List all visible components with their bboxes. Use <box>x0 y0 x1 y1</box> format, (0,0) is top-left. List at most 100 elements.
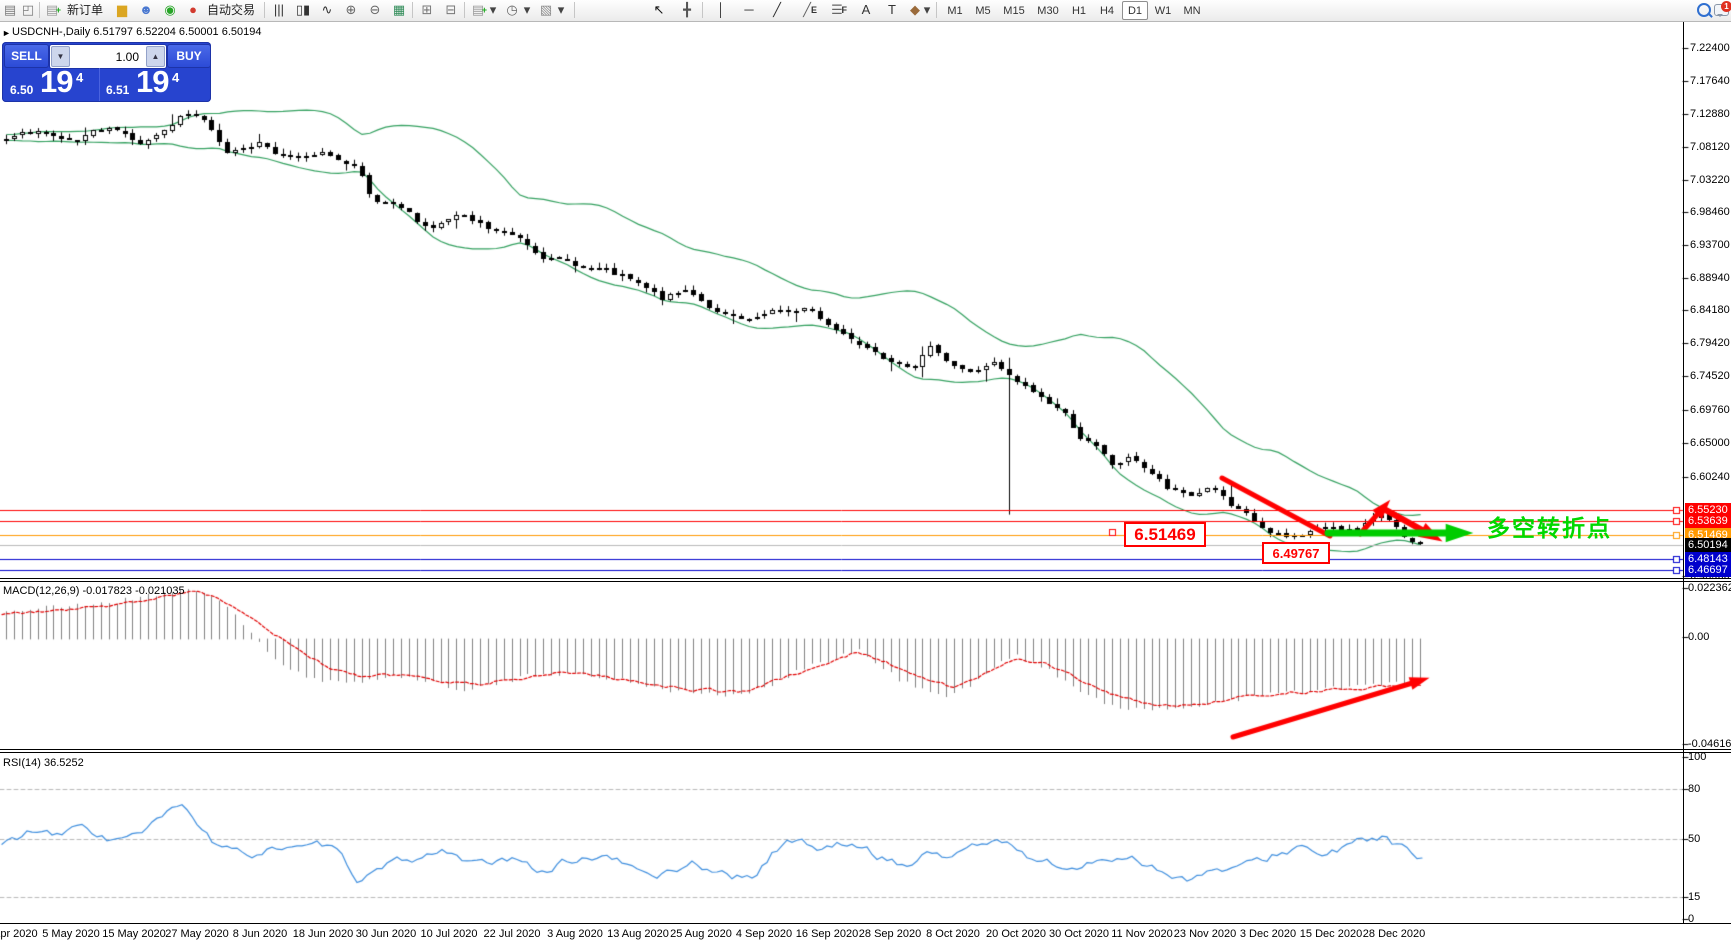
date-tick: 13 Aug 2020 <box>607 928 669 940</box>
arrows-caret-icon[interactable]: ▾ <box>923 2 931 17</box>
window-zoom-icon[interactable]: ◰ <box>21 2 35 17</box>
volume-stepper: ▼ 1.00 ▲ <box>49 44 167 69</box>
accounts-icon[interactable]: ☻ <box>139 2 153 17</box>
cascade-charts-icon[interactable]: ⊟ <box>445 2 457 17</box>
indicator-axis-tick: 100 <box>1688 751 1707 763</box>
tile-windows-icon[interactable]: ▦ <box>392 2 406 17</box>
periods-caret-icon[interactable]: ▾ <box>523 2 531 17</box>
sell-price-sup: 4 <box>76 70 84 85</box>
candlestick-chart-icon[interactable]: ▯▮ <box>295 2 311 17</box>
indicators-icon[interactable]: ▤ + <box>471 2 487 17</box>
price-line-label[interactable]: 6.50194 <box>1685 538 1731 552</box>
price-tick: 7.08120 <box>1690 141 1730 153</box>
price-annotation-box[interactable]: 6.49767 <box>1262 542 1330 564</box>
sell-button[interactable]: SELL <box>4 44 49 68</box>
price-tick: 7.22400 <box>1690 42 1730 54</box>
date-tick: 30 Oct 2020 <box>1049 928 1109 940</box>
notification-badge[interactable]: 1 <box>1721 1 1731 12</box>
text-label-icon[interactable]: T <box>888 2 896 17</box>
price-tick: 6.93700 <box>1690 239 1730 251</box>
volume-decrement-button[interactable]: ▼ <box>51 46 70 67</box>
sell-price-tile[interactable]: 6.50 19 4 <box>4 68 97 101</box>
price-tick: 7.17640 <box>1690 75 1730 87</box>
timeframe-button-d1[interactable]: D1 <box>1122 1 1148 20</box>
price-line-label[interactable]: 6.53639 <box>1685 514 1731 528</box>
templates-icon[interactable]: ▧ <box>539 2 553 17</box>
indicator-axis-tick: 80 <box>1688 783 1701 795</box>
volume-increment-button[interactable]: ▲ <box>146 46 165 67</box>
auto-trading-icon[interactable]: ● <box>189 2 197 17</box>
gold-icon[interactable]: ▆ <box>117 2 127 17</box>
date-tick: 23 Nov 2020 <box>1173 928 1237 940</box>
cursor-icon[interactable]: ↖ <box>653 2 665 17</box>
auto-trading-label[interactable]: 自动交易 <box>206 3 255 17</box>
price-annotation-box[interactable]: 6.51469 <box>1124 522 1206 547</box>
date-tick: 20 Oct 2020 <box>986 928 1046 940</box>
date-tick: 25 Aug 2020 <box>670 928 732 940</box>
date-tick: 3 Dec 2020 <box>1239 928 1297 940</box>
timeframe-button-w1[interactable]: W1 <box>1154 4 1172 17</box>
timeframe-button-m15[interactable]: M15 <box>1003 4 1025 17</box>
date-tick: 28 Sep 2020 <box>858 928 922 940</box>
text-icon[interactable]: A <box>861 2 871 17</box>
toolbar-separator <box>936 2 937 18</box>
arrange-charts-icon[interactable]: ⊞ <box>421 2 433 17</box>
new-order-label[interactable]: 新订单 <box>66 3 103 17</box>
fibonacci-icon[interactable]: ☰ F <box>831 2 847 17</box>
price-tick: 6.65000 <box>1690 437 1730 449</box>
turning-point-note[interactable]: 多空转折点 <box>1487 515 1612 541</box>
date-tick: 27 May 2020 <box>165 928 229 940</box>
toolbar-separator <box>702 2 703 18</box>
line-chart-icon[interactable]: ∿ <box>321 2 333 17</box>
date-tick: 5 May 2020 <box>42 928 100 940</box>
new-order-icon[interactable]: ▤ + <box>45 2 61 17</box>
timeframe-button-h1[interactable]: H1 <box>1071 4 1087 17</box>
price-tick: 6.84180 <box>1690 304 1730 316</box>
signals-icon[interactable]: ◉ <box>164 2 176 17</box>
zoom-out-icon[interactable]: ⊖ <box>369 2 381 17</box>
date-tick: 10 Jul 2020 <box>420 928 478 940</box>
price-tick: 6.79420 <box>1690 337 1730 349</box>
bar-chart-icon[interactable]: ||| <box>273 2 285 17</box>
timeframe-button-mn[interactable]: MN <box>1183 4 1201 17</box>
volume-value[interactable]: 1.00 <box>115 49 139 64</box>
date-tick: 4 Sep 2020 <box>735 928 793 940</box>
indicator-axis-tick: 15 <box>1688 891 1701 903</box>
date-tick: 16 Sep 2020 <box>795 928 859 940</box>
zoom-in-icon[interactable]: ⊕ <box>345 2 357 17</box>
toolbar-separator <box>264 2 265 18</box>
sell-price-small: 6.50 <box>10 83 34 97</box>
equidistant-channel-icon[interactable]: ╱ E <box>803 2 817 17</box>
templates-caret-icon[interactable]: ▾ <box>557 2 565 17</box>
timeframe-button-m1[interactable]: M1 <box>947 4 963 17</box>
price-line-label[interactable]: 6.55230 <box>1685 503 1731 517</box>
date-tick: 18 Jun 2020 <box>292 928 354 940</box>
search-icon[interactable] <box>1697 3 1711 17</box>
horizontal-line-icon[interactable]: ─ <box>744 2 754 17</box>
periods-icon[interactable]: ◷ <box>506 2 518 17</box>
arrows-shapes-icon[interactable]: ◆ <box>910 2 920 17</box>
toolbar-separator <box>412 2 413 18</box>
new-chart-icon[interactable]: ▤ <box>3 2 17 17</box>
date-tick: 28 Dec 2020 <box>1362 928 1426 940</box>
indicator-axis-tick: 0.00 <box>1688 631 1710 643</box>
date-tick: 22 Jul 2020 <box>483 928 541 940</box>
price-tick: 7.03220 <box>1690 174 1730 186</box>
price-line-label[interactable]: 6.46697 <box>1685 563 1731 577</box>
vertical-line-icon[interactable]: │ <box>716 2 726 17</box>
timeframe-button-m30[interactable]: M30 <box>1037 4 1059 17</box>
buy-price-sup: 4 <box>172 70 180 85</box>
macd-indicator-label: MACD(12,26,9) -0.017823 -0.021035 <box>3 585 185 597</box>
date-tick: 15 Dec 2020 <box>1299 928 1363 940</box>
crosshair-icon[interactable]: ╋ <box>683 2 691 17</box>
indicators-caret-icon[interactable]: ▾ <box>489 2 497 17</box>
buy-price-tile[interactable]: 6.51 19 4 <box>99 68 210 101</box>
price-line-label[interactable]: 6.48143 <box>1685 552 1731 566</box>
timeframe-button-h4[interactable]: H4 <box>1099 4 1115 17</box>
buy-price-small: 6.51 <box>106 83 130 97</box>
trendline-icon[interactable]: ╱ <box>773 2 781 17</box>
buy-button[interactable]: BUY <box>167 44 211 68</box>
timeframe-button-m5[interactable]: M5 <box>975 4 991 17</box>
